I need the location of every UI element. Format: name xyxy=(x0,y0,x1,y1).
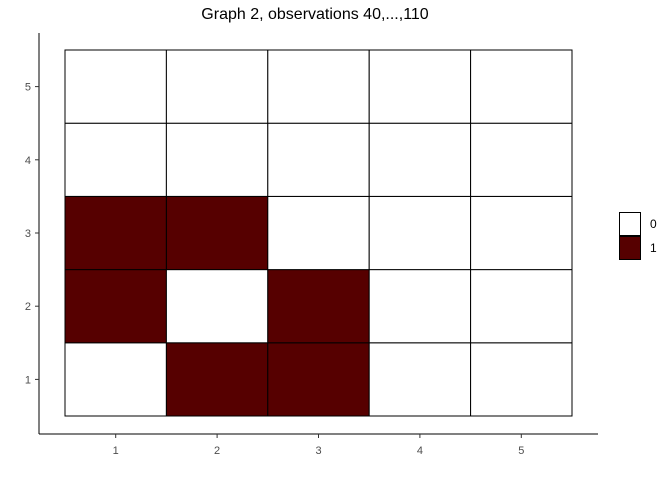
heatmap-cell-x2-y3 xyxy=(165,195,269,271)
heatmap-cell-x1-y1 xyxy=(64,342,167,417)
chart-title: Graph 2, observations 40,...,110 xyxy=(201,6,429,23)
heatmap-cells xyxy=(64,49,573,417)
heatmap-cell-x4-y4 xyxy=(368,122,472,197)
heatmap-cell-x1-y4 xyxy=(64,122,167,197)
heatmap-cell-x2-y4 xyxy=(165,122,269,197)
heatmap-cell-x5-y2 xyxy=(470,269,573,344)
heatmap-cell-x2-y5 xyxy=(165,49,269,124)
legend-label-0: 0 xyxy=(650,217,657,231)
heatmap-cell-x5-y4 xyxy=(470,122,573,197)
heatmap-cell-x3-y2 xyxy=(267,269,370,344)
heatmap-cell-x5-y5 xyxy=(470,49,573,124)
heatmap-cell-x1-y2 xyxy=(64,269,167,344)
heatmap-cell-x3-y3 xyxy=(267,195,370,271)
y-tick-label-3: 3 xyxy=(25,228,31,240)
x-tick-label-2: 2 xyxy=(214,445,220,457)
y-ticks: 1 2 3 4 5 xyxy=(25,82,39,386)
heatmap-cell-x4-y2 xyxy=(368,269,472,344)
y-tick-label-5: 5 xyxy=(25,82,31,94)
y-tick-label-1: 1 xyxy=(25,374,31,386)
heatmap-cell-x5-y1 xyxy=(470,342,573,417)
heatmap-cell-x2-y2 xyxy=(165,269,269,344)
heatmap-cell-x4-y3 xyxy=(368,195,472,271)
heatmap-cell-x1-y5 xyxy=(64,49,167,124)
heatmap-cell-x3-y4 xyxy=(267,122,370,197)
heatmap-cell-x3-y1 xyxy=(267,342,370,417)
heatmap-cell-x1-y3 xyxy=(64,195,167,271)
x-tick-label-1: 1 xyxy=(113,445,119,457)
legend-swatch-1 xyxy=(619,236,641,260)
x-tick-label-4: 4 xyxy=(417,445,423,457)
legend-label-1: 1 xyxy=(650,241,657,255)
x-ticks: 1 2 3 4 5 xyxy=(113,434,524,457)
heatmap-cell-x3-y5 xyxy=(267,49,370,124)
heatmap-cell-x5-y3 xyxy=(470,195,573,271)
heatmap-cell-x2-y1 xyxy=(165,342,269,417)
heatmap-cell-x4-y5 xyxy=(368,49,472,124)
y-tick-label-4: 4 xyxy=(25,155,31,167)
heatmap-cell-x4-y1 xyxy=(368,342,472,417)
x-tick-label-3: 3 xyxy=(315,445,321,457)
legend-swatch-0 xyxy=(619,212,641,236)
y-tick-label-2: 2 xyxy=(25,301,31,313)
x-tick-label-5: 5 xyxy=(518,445,524,457)
